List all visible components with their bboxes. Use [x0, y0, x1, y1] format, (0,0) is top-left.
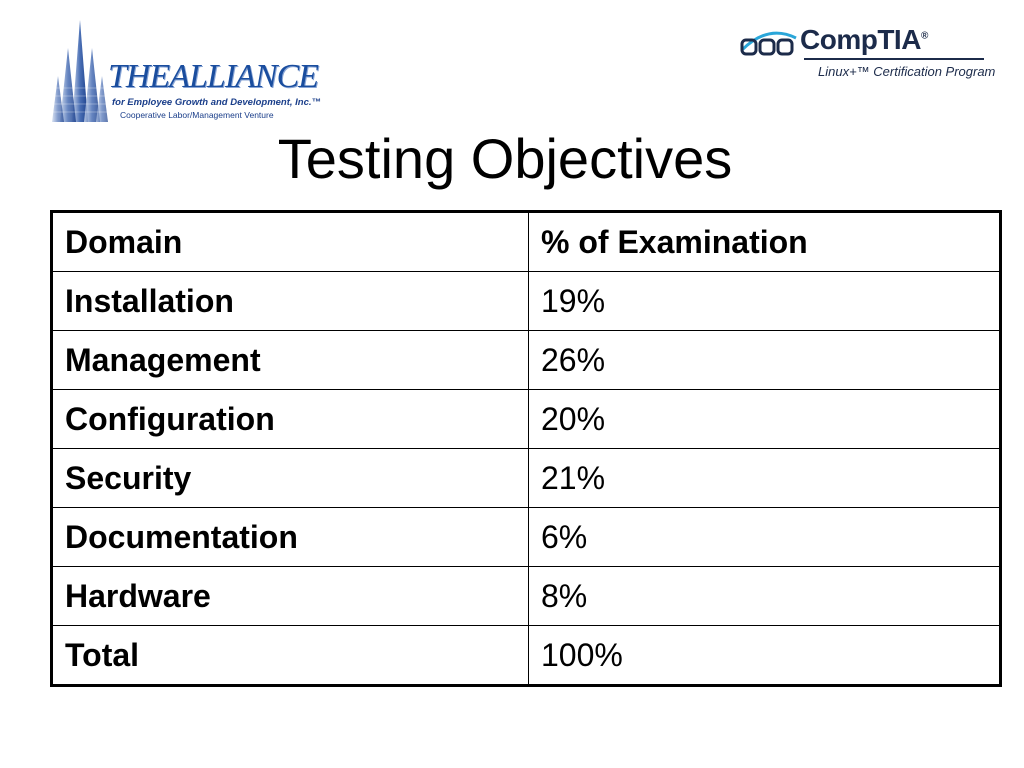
page-title: Testing Objectives — [277, 127, 733, 190]
percent-cell: 6% — [528, 507, 1001, 567]
header-domain: Domain — [51, 211, 529, 272]
total-label-cell: Total — [51, 625, 529, 686]
domain-cell: Hardware — [51, 566, 529, 626]
header-percent: % of Examination — [528, 211, 1001, 272]
table-row: Installation 19% — [51, 271, 1001, 331]
domain-cell: Security — [51, 448, 529, 508]
comptia-name: CompTIA® — [800, 24, 928, 55]
table-row: Security 21% — [51, 448, 1001, 508]
table-row: Hardware 8% — [51, 566, 1001, 626]
domain-cell: Configuration — [51, 389, 529, 449]
domain-cell: Installation — [51, 271, 529, 331]
percent-cell: 8% — [528, 566, 1001, 626]
building-spires-icon — [50, 20, 110, 122]
percent-cell: 26% — [528, 330, 1001, 390]
table-total-row: Total 100% — [51, 625, 1001, 686]
comptia-program: Linux+™ Certification Program — [818, 64, 996, 79]
alliance-subtagline: Cooperative Labor/Management Venture — [120, 110, 274, 120]
alliance-tagline: for Employee Growth and Development, Inc… — [112, 97, 322, 108]
table-row: Documentation 6% — [51, 507, 1001, 567]
comptia-logo: CompTIA® Linux+™ Certification Program — [738, 22, 995, 92]
alliance-name: THEALLIANCE — [108, 58, 319, 95]
percent-cell: 19% — [528, 271, 1001, 331]
table-row: Configuration 20% — [51, 389, 1001, 449]
percent-cell: 20% — [528, 389, 1001, 449]
table-row: Management 26% — [51, 330, 1001, 390]
total-percent-cell: 100% — [528, 625, 1001, 686]
comptia-divider — [804, 58, 984, 60]
percent-cell: 21% — [528, 448, 1001, 508]
comptia-rings-icon — [740, 31, 797, 56]
domain-cell: Documentation — [51, 507, 529, 567]
alliance-logo: THEALLIANCE for Employee Growth and Deve… — [50, 18, 321, 128]
table-header-row: Domain % of Examination — [51, 211, 1001, 272]
domain-cell: Management — [51, 330, 529, 390]
objectives-table: Domain % of Examination Installation 19%… — [50, 210, 1002, 687]
